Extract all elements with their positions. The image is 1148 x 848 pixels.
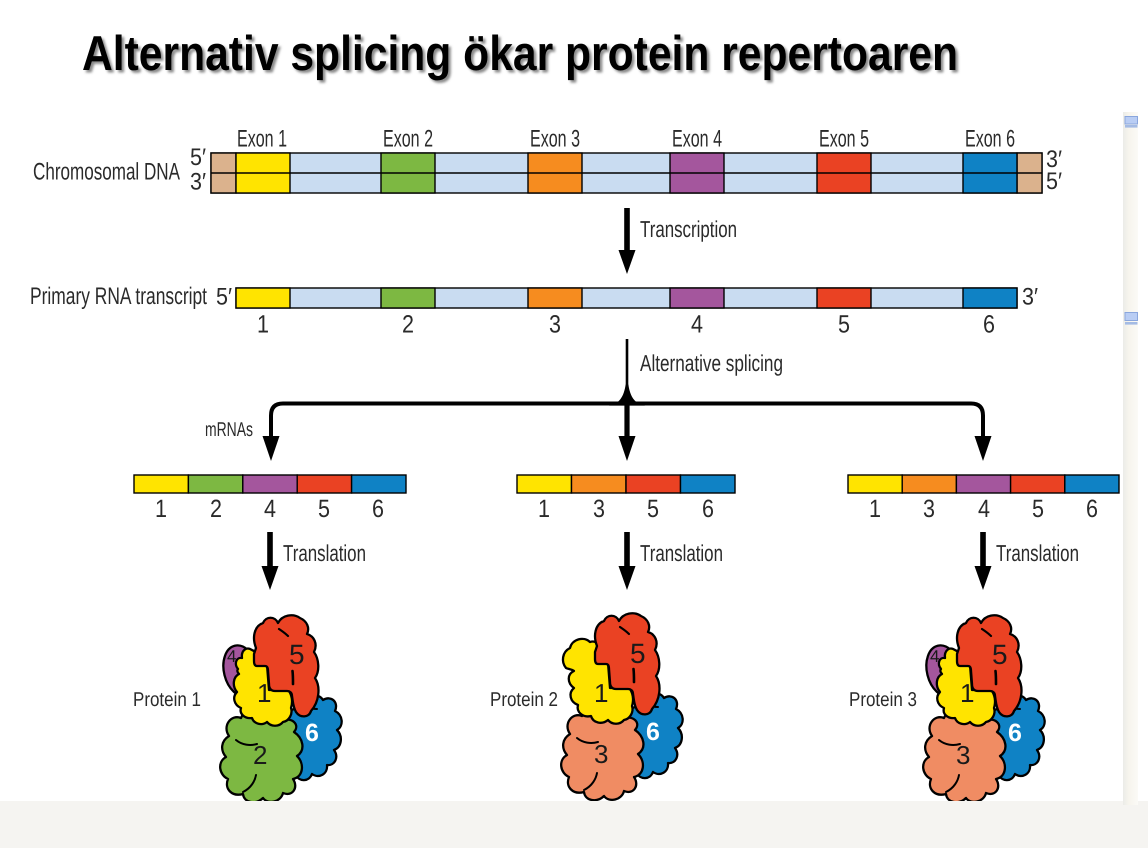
svg-text:Protein 1: Protein 1 xyxy=(133,689,201,711)
svg-text:6: 6 xyxy=(702,495,714,523)
svg-text:3: 3 xyxy=(956,740,970,770)
svg-text:Exon 2: Exon 2 xyxy=(383,126,433,153)
svg-text:6: 6 xyxy=(1008,719,1022,747)
svg-text:3′: 3′ xyxy=(1046,146,1062,173)
svg-text:4: 4 xyxy=(978,495,990,523)
svg-text:1: 1 xyxy=(594,678,608,708)
svg-text:6: 6 xyxy=(372,495,384,523)
svg-text:mRNAs: mRNAs xyxy=(205,419,253,441)
svg-text:2: 2 xyxy=(210,495,222,523)
svg-text:Primary RNA transcript: Primary RNA transcript xyxy=(30,283,207,310)
svg-text:3′: 3′ xyxy=(190,169,206,196)
svg-text:Exon 1: Exon 1 xyxy=(237,126,287,153)
svg-text:4: 4 xyxy=(930,647,939,666)
svg-text:Exon 4: Exon 4 xyxy=(672,126,722,153)
svg-text:5: 5 xyxy=(318,495,330,523)
svg-text:4: 4 xyxy=(691,311,703,339)
svg-text:Translation: Translation xyxy=(283,540,366,566)
svg-text:Translation: Translation xyxy=(996,540,1079,566)
svg-text:5′: 5′ xyxy=(190,144,206,171)
svg-text:3: 3 xyxy=(549,311,561,339)
svg-text:Alternativ splicing ökar prote: Alternativ splicing ökar protein reperto… xyxy=(82,27,958,81)
svg-text:4: 4 xyxy=(227,647,236,666)
svg-text:6: 6 xyxy=(983,311,995,339)
svg-text:Exon 3: Exon 3 xyxy=(530,126,580,153)
svg-text:6: 6 xyxy=(1086,495,1098,523)
svg-text:5: 5 xyxy=(630,638,646,669)
svg-text:Translation: Translation xyxy=(640,540,723,566)
svg-text:4: 4 xyxy=(264,495,276,523)
svg-text:Exon 5: Exon 5 xyxy=(819,126,869,153)
svg-text:1: 1 xyxy=(869,495,881,523)
svg-text:2: 2 xyxy=(402,311,414,339)
svg-text:5′: 5′ xyxy=(216,284,232,311)
svg-text:Protein 3: Protein 3 xyxy=(849,689,917,711)
svg-text:Protein 2: Protein 2 xyxy=(490,689,558,711)
svg-text:1: 1 xyxy=(538,495,550,523)
svg-text:3: 3 xyxy=(594,739,608,769)
svg-text:Alternative splicing: Alternative splicing xyxy=(640,350,783,376)
svg-text:Chromosomal DNA: Chromosomal DNA xyxy=(33,159,180,186)
svg-text:Exon 6: Exon 6 xyxy=(965,126,1015,153)
svg-text:3′: 3′ xyxy=(1022,284,1038,311)
svg-text:5: 5 xyxy=(838,311,850,339)
svg-text:3: 3 xyxy=(923,495,935,523)
svg-text:5: 5 xyxy=(992,639,1008,670)
svg-text:6: 6 xyxy=(305,719,319,747)
svg-text:6: 6 xyxy=(646,718,660,746)
svg-text:Transcription: Transcription xyxy=(640,216,737,242)
svg-text:5: 5 xyxy=(647,495,659,523)
svg-text:Alternativ splicing ökar prote: Alternativ splicing ökar protein reperto… xyxy=(85,30,961,84)
svg-text:5: 5 xyxy=(1032,495,1044,523)
svg-text:1: 1 xyxy=(257,311,269,339)
svg-text:5′: 5′ xyxy=(1046,168,1062,195)
svg-text:2: 2 xyxy=(253,740,267,770)
svg-text:5: 5 xyxy=(289,639,305,670)
svg-text:3: 3 xyxy=(593,495,605,523)
svg-text:1: 1 xyxy=(960,678,974,708)
svg-text:1: 1 xyxy=(155,495,167,523)
svg-text:1: 1 xyxy=(257,678,271,708)
